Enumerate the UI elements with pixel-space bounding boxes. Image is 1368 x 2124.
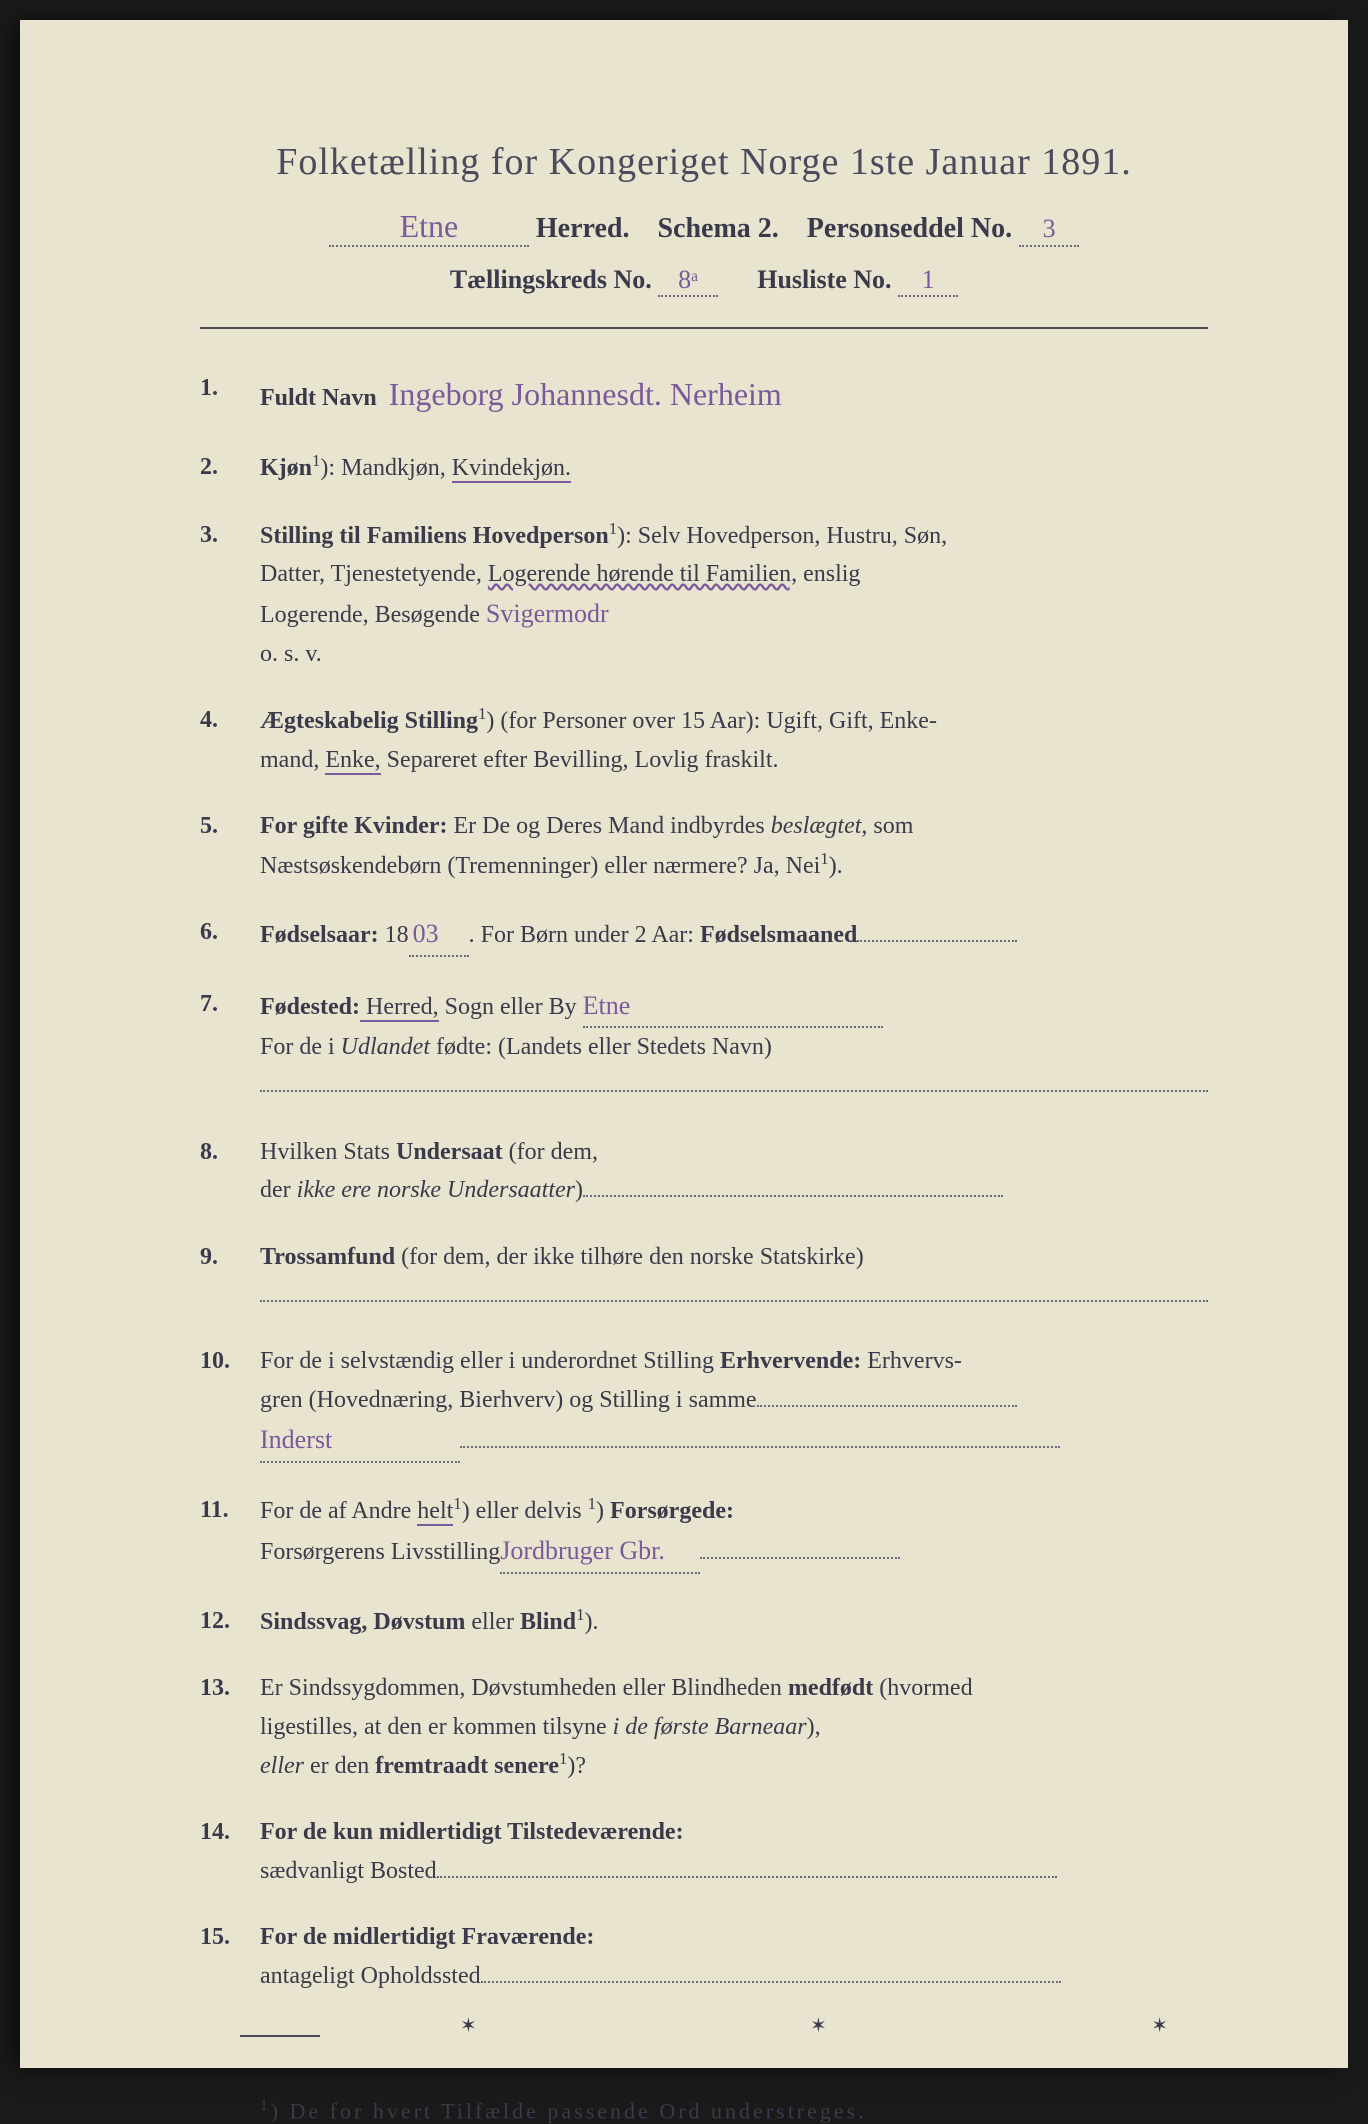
header-row-1: Etne Herred. Schema 2. Personseddel No. …: [200, 208, 1208, 247]
q9-num: 9.: [200, 1238, 260, 1315]
schema-label: Schema 2.: [657, 213, 778, 244]
mark-cross: ✶: [1151, 2013, 1168, 2038]
footnote: 1) De for hvert Tilfælde passende Ord un…: [200, 2097, 1208, 2124]
q7-label: Fødested:: [260, 994, 360, 1020]
q6-year-hand: 03: [413, 919, 439, 948]
q8-label: Undersaat: [396, 1139, 503, 1165]
mark-cross: ✶: [810, 2013, 827, 2038]
footnote-text: ) De for hvert Tilfælde passende Ord und…: [271, 2098, 867, 2123]
q6: 6. Fødselsaar: 1803. For Børn under 2 Aa…: [200, 913, 1208, 957]
q12-num: 12.: [200, 1602, 260, 1641]
q8: 8. Hvilken Stats Undersaat (for dem, der…: [200, 1133, 1208, 1210]
q4: 4. Ægteskabelig Stilling1) (for Personer…: [200, 701, 1208, 779]
q14: 14. For de kun midlertidigt Tilstedevære…: [200, 1813, 1208, 1890]
header-row-2: Tællingskreds No. 8ᵃ Husliste No. 1: [200, 265, 1208, 297]
census-form-page: Folketælling for Kongeriget Norge 1ste J…: [20, 20, 1348, 2068]
personseddel-no: 3: [1043, 214, 1056, 243]
q13: 13. Er Sindssygdommen, Døvstumheden elle…: [200, 1669, 1208, 1785]
q7: 7. Fødested: Herred, Sogn eller By Etne …: [200, 985, 1208, 1105]
question-list: 1. Fuldt Navn Ingeborg Johannesdt. Nerhe…: [200, 369, 1208, 1995]
header-divider: [200, 327, 1208, 329]
q11-num: 11.: [200, 1491, 260, 1574]
q8-num: 8.: [200, 1133, 260, 1210]
q4-label: Ægteskabelig Stilling: [260, 708, 478, 734]
q9: 9. Trossamfund (for dem, der ikke tilhør…: [200, 1238, 1208, 1315]
q5-label: For gifte Kvinder:: [260, 813, 448, 839]
personseddel-label: Personseddel No.: [807, 213, 1012, 244]
q2-label: Kjøn: [260, 455, 312, 481]
q2-selected: Kvindekjøn.: [452, 455, 571, 483]
kreds-label: Tællingskreds No.: [450, 265, 652, 294]
q3-label: Stilling til Familiens Hovedperson: [260, 523, 609, 549]
footnote-rule: [240, 2035, 320, 2037]
q15-num: 15.: [200, 1918, 260, 1995]
q10-hand: Inderst: [260, 1425, 332, 1454]
q14-label: For de kun midlertidigt Tilstedeværende:: [260, 1819, 684, 1845]
herred-label: Herred.: [536, 213, 630, 244]
q11: 11. For de af Andre helt1) eller delvis …: [200, 1491, 1208, 1574]
q3: 3. Stilling til Familiens Hovedperson1):…: [200, 516, 1208, 674]
q10-num: 10.: [200, 1342, 260, 1462]
husliste-no: 1: [922, 265, 935, 294]
q1-name-hand: Ingeborg Johannesdt. Nerheim: [389, 376, 782, 412]
q15-label: For de midlertidigt Fraværende:: [260, 1924, 594, 1950]
q4-num: 4.: [200, 701, 260, 779]
q1-num: 1.: [200, 369, 260, 420]
q12-label2: Blind: [520, 1609, 576, 1635]
q7-num: 7.: [200, 985, 260, 1105]
q10: 10. For de i selvstændig eller i underor…: [200, 1342, 1208, 1462]
q7-place-hand: Etne: [583, 991, 631, 1020]
q1: 1. Fuldt Navn Ingeborg Johannesdt. Nerhe…: [200, 369, 1208, 420]
q13-num: 13.: [200, 1669, 260, 1785]
q5-num: 5.: [200, 807, 260, 885]
main-title: Folketælling for Kongeriget Norge 1ste J…: [200, 140, 1208, 184]
q11-hand: Jordbruger Gbr.: [500, 1536, 665, 1565]
q14-num: 14.: [200, 1813, 260, 1890]
q6-label2: Fødselsmaaned: [700, 922, 857, 948]
q1-label: Fuldt Navn: [260, 385, 377, 411]
q6-label: Fødselsaar:: [260, 922, 379, 948]
q13-label: medfødt: [788, 1675, 873, 1701]
kreds-no: 8ᵃ: [678, 265, 698, 294]
q5: 5. For gifte Kvinder: Er De og Deres Man…: [200, 807, 1208, 885]
q13-label2: fremtraadt senere: [375, 1753, 559, 1779]
q2: 2. Kjøn1): Mandkjøn, Kvindekjøn.: [200, 448, 1208, 487]
q4-selected: Enke,: [325, 747, 380, 775]
q11-label: Forsørgede:: [610, 1498, 734, 1524]
q7-selected: Herred,: [360, 994, 439, 1022]
q9-label: Trossamfund: [260, 1244, 395, 1270]
q12-label: Sindssvag, Døvstum: [260, 1609, 465, 1635]
q2-num: 2.: [200, 448, 260, 487]
mark-cross: ✶: [460, 2013, 477, 2038]
q3-selected: Logerende hørende til Familien,: [488, 561, 797, 587]
q12: 12. Sindssvag, Døvstum eller Blind1).: [200, 1602, 1208, 1641]
q6-num: 6.: [200, 913, 260, 957]
husliste-label: Husliste No.: [757, 265, 891, 294]
q3-num: 3.: [200, 516, 260, 674]
q10-label: Erhvervende:: [720, 1348, 861, 1374]
q3-hand: Svigermodr: [486, 599, 609, 628]
q15: 15. For de midlertidigt Fraværende: anta…: [200, 1918, 1208, 1995]
herred-handwritten: Etne: [400, 208, 459, 244]
